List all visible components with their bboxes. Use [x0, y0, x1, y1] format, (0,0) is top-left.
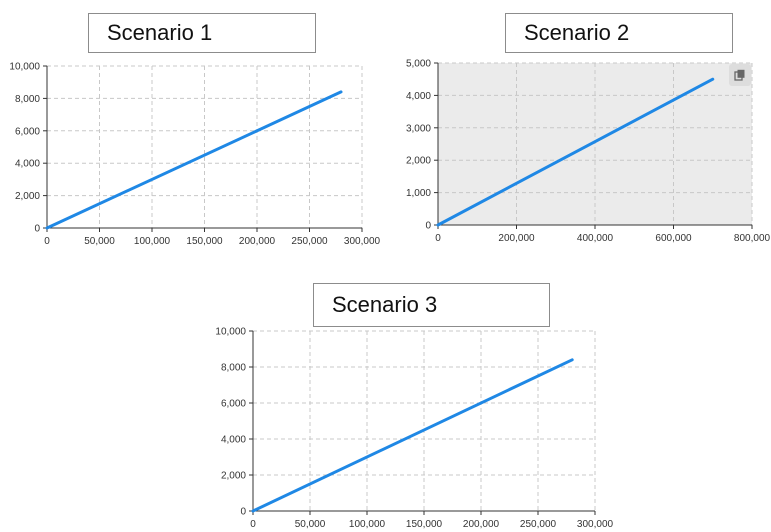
x-tick-label-scenario-1: 150,000 [186, 236, 223, 247]
y-tick-label-scenario-2: 2,000 [406, 156, 431, 167]
x-tick-label-scenario-1: 200,000 [239, 236, 276, 247]
y-tick-label-scenario-1: 4,000 [15, 159, 40, 170]
y-tick-label-scenario-3: 4,000 [221, 435, 246, 446]
plot-area-scenario-3 [253, 331, 595, 511]
copy-button[interactable] [729, 64, 751, 86]
x-tick-label-scenario-1: 300,000 [344, 236, 381, 247]
y-tick-label-scenario-3: 8,000 [221, 363, 246, 374]
y-tick-label-scenario-2: 1,000 [406, 188, 431, 199]
x-tick-label-scenario-3: 200,000 [463, 519, 500, 530]
y-tick-label-scenario-3: 0 [240, 507, 246, 518]
y-tick-label-scenario-3: 6,000 [221, 399, 246, 410]
x-tick-label-scenario-3: 250,000 [520, 519, 557, 530]
y-tick-label-scenario-1: 8,000 [15, 94, 40, 105]
y-tick-label-scenario-2: 3,000 [406, 123, 431, 134]
x-tick-label-scenario-3: 50,000 [295, 519, 326, 530]
series-line-scenario-3 [251, 358, 574, 513]
y-tick-label-scenario-1: 6,000 [15, 126, 40, 137]
chart-title-scenario-2: Scenario 2 [505, 13, 733, 53]
x-tick-label-scenario-3: 300,000 [577, 519, 614, 530]
x-tick-label-scenario-3: 100,000 [349, 519, 386, 530]
y-tick-label-scenario-3: 10,000 [215, 327, 246, 338]
x-tick-label-scenario-1: 0 [44, 236, 50, 247]
x-tick-label-scenario-1: 250,000 [291, 236, 328, 247]
x-tick-label-scenario-2: 400,000 [577, 233, 614, 244]
series-line-scenario-1 [45, 90, 343, 230]
chart-title-scenario-1: Scenario 1 [88, 13, 316, 53]
x-tick-label-scenario-1: 50,000 [84, 236, 115, 247]
x-tick-label-scenario-2: 0 [435, 233, 441, 244]
x-tick-label-scenario-2: 600,000 [655, 233, 692, 244]
y-tick-label-scenario-1: 10,000 [9, 62, 40, 73]
x-tick-label-scenario-2: 200,000 [498, 233, 535, 244]
chart-title-scenario-3: Scenario 3 [313, 283, 550, 327]
y-tick-label-scenario-1: 0 [34, 224, 40, 235]
y-tick-label-scenario-3: 2,000 [221, 471, 246, 482]
copy-icon [734, 69, 745, 81]
x-tick-label-scenario-2: 800,000 [734, 233, 771, 244]
x-tick-label-scenario-1: 100,000 [134, 236, 171, 247]
y-tick-label-scenario-1: 2,000 [15, 191, 40, 202]
y-tick-label-scenario-2: 5,000 [406, 59, 431, 70]
series-line-scenario-2 [436, 77, 715, 227]
x-tick-label-scenario-3: 150,000 [406, 519, 443, 530]
x-tick-label-scenario-3: 0 [250, 519, 256, 530]
y-tick-label-scenario-2: 4,000 [406, 91, 431, 102]
y-tick-label-scenario-2: 0 [425, 221, 431, 232]
